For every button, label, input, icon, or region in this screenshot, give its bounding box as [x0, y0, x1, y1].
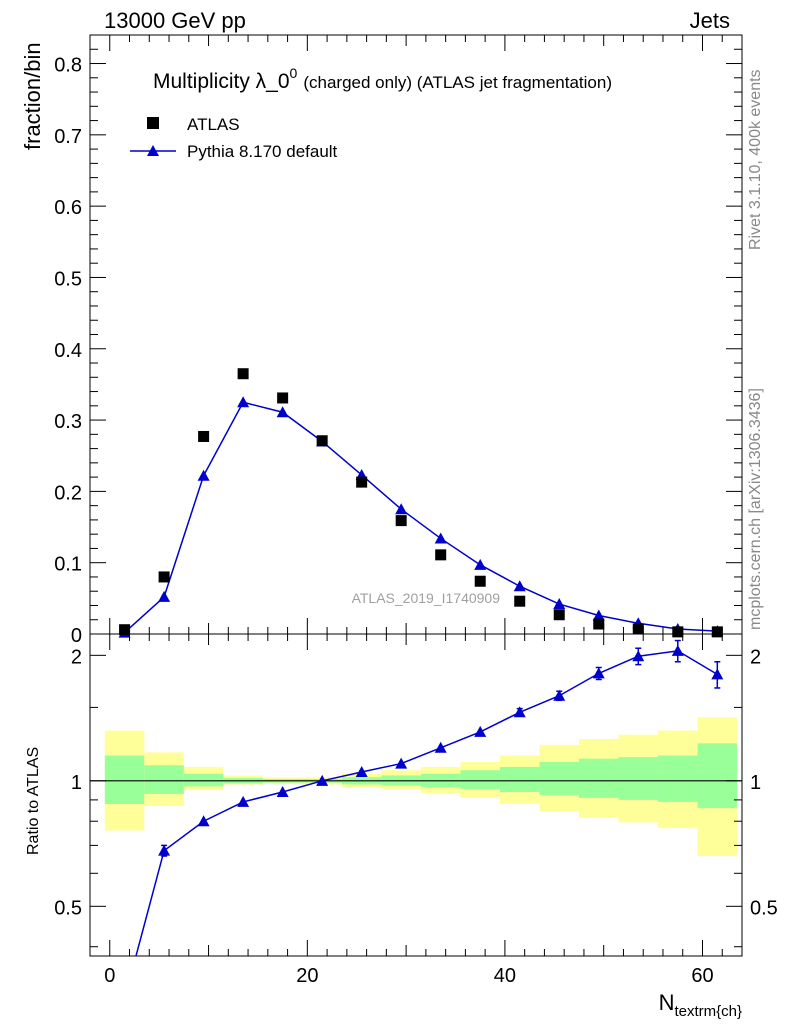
main-point-pythia — [434, 532, 447, 544]
main-point-atlas — [198, 430, 210, 442]
main-point-atlas — [395, 515, 407, 527]
ratio-point-pythia — [553, 689, 566, 701]
band-inner — [697, 743, 738, 809]
main-point-pythia — [237, 396, 250, 408]
main-point-atlas — [356, 476, 368, 488]
main-ylabel: fraction/bin — [20, 42, 45, 150]
main-point-pythia — [474, 558, 487, 570]
band-inner — [104, 755, 145, 804]
ratio-point-pythia — [316, 774, 329, 786]
ratio-ytick-label: 0.5 — [54, 897, 82, 919]
ratio-xtick-label: 60 — [691, 965, 713, 987]
ratio-frame — [89, 633, 743, 957]
main-point-atlas — [514, 595, 526, 607]
main-point-atlas — [672, 626, 684, 638]
ratio-ytick-label-right: 2 — [750, 646, 761, 668]
ratio-point-pythia — [711, 668, 724, 680]
header-right: Jets — [690, 8, 730, 33]
main-title: Multiplicity λ_00 (charged only) (ATLAS j… — [153, 65, 612, 93]
main-point-atlas — [711, 626, 723, 638]
ratio-point-pythia — [632, 650, 645, 662]
band-inner — [658, 755, 698, 802]
main-title-sup: 0 — [290, 65, 298, 81]
main-point-pythia — [395, 503, 408, 515]
main-ytick-label: 0.5 — [54, 268, 82, 290]
main-ytick-label: 0.6 — [54, 197, 82, 219]
main-line-pythia — [124, 401, 718, 634]
band-inner — [539, 761, 579, 795]
main-point-pythia — [553, 598, 566, 610]
main-ytick-label: 0.8 — [54, 55, 82, 77]
main-plot: fraction/bin Multiplicity λ_00 (charged o… — [20, 34, 743, 647]
main-point-atlas — [237, 368, 249, 380]
ratio-point-pythia — [237, 795, 250, 807]
ratio-xtick-label: 40 — [494, 965, 516, 987]
main-title-text: Multiplicity λ_0 — [153, 70, 290, 93]
ratio-xlabel-main: N — [659, 990, 675, 1015]
main-point-atlas — [435, 549, 447, 561]
main-point-pythia — [513, 580, 526, 592]
main-ytick-label: 0.4 — [54, 340, 82, 362]
legend-marker-atlas — [147, 117, 159, 129]
ratio-point-pythia — [355, 765, 368, 777]
band-inner — [618, 757, 659, 800]
ratio-line-pythia — [135, 650, 718, 956]
main-ytick-label: 0 — [71, 625, 82, 647]
main-ytick-label: 0.1 — [54, 554, 82, 576]
ratio-ylabel: Ratio to ATLAS — [25, 747, 42, 855]
ratio-plot: Ratio to ATLAS Ntextrm{ch} 0 20 40 60 0.5 0.5… — [25, 633, 778, 1020]
ratio-ytick-label: 2 — [71, 646, 82, 668]
main-ytick-label: 0.3 — [54, 411, 82, 433]
ratio-point-pythia — [158, 844, 171, 856]
ratio-ytick-label: 1 — [71, 772, 82, 794]
rivet-label: Rivet 3.1.10, 400k events — [747, 69, 764, 250]
ratio-xlabel-sub: textrm{ch} — [674, 1003, 742, 1020]
main-point-atlas — [474, 575, 486, 587]
main-point-atlas — [553, 609, 565, 621]
main-ytick-label: 0.2 — [54, 482, 82, 504]
main-point-atlas — [632, 623, 644, 635]
watermark: ATLAS_2019_I1740909 — [352, 590, 501, 606]
ratio-point-pythia — [592, 667, 605, 679]
ratio-point-pythia — [197, 815, 210, 827]
ratio-ytick-label-right: 1 — [750, 772, 761, 794]
ratio-point-pythia — [513, 706, 526, 718]
legend-marker-pythia — [147, 145, 159, 156]
ratio-point-pythia — [474, 725, 487, 737]
main-point-pythia — [197, 469, 210, 481]
band-inner — [183, 773, 224, 787]
main-point-atlas — [158, 571, 170, 583]
mcplots-label: mcplots.cern.ch [arXiv:1306.3436] — [747, 388, 764, 630]
legend-label-pythia: Pythia 8.170 default — [187, 142, 338, 161]
legend-label-atlas: ATLAS — [187, 115, 240, 134]
main-point-atlas — [119, 624, 131, 636]
ratio-point-pythia — [276, 786, 289, 798]
band-inner — [144, 765, 184, 794]
ratio-point-pythia — [395, 757, 408, 769]
ratio-point-pythia — [671, 644, 684, 656]
ratio-xlabel: Ntextrm{ch} — [659, 990, 742, 1020]
ratio-series-group — [135, 639, 724, 956]
band-inner — [579, 758, 619, 798]
main-point-atlas — [316, 435, 328, 447]
main-title-suffix: (charged only) (ATLAS jet fragmentation) — [303, 73, 612, 92]
main-point-pythia — [158, 590, 171, 602]
band-inner — [499, 766, 540, 793]
ratio-point-pythia — [434, 741, 447, 753]
ratio-ytick-label-right: 0.5 — [750, 897, 778, 919]
legend: ATLAS Pythia 8.170 default — [130, 115, 338, 161]
header-left: 13000 GeV pp — [104, 8, 246, 33]
main-point-atlas — [277, 392, 289, 404]
main-point-pythia — [276, 406, 289, 418]
main-ytick-label: 0.7 — [54, 126, 82, 148]
ratio-xtick-label: 0 — [104, 965, 115, 987]
main-point-pythia — [592, 609, 605, 621]
band-inner — [460, 770, 500, 790]
ratio-xtick-label: 20 — [296, 965, 318, 987]
main-point-atlas — [593, 618, 605, 630]
